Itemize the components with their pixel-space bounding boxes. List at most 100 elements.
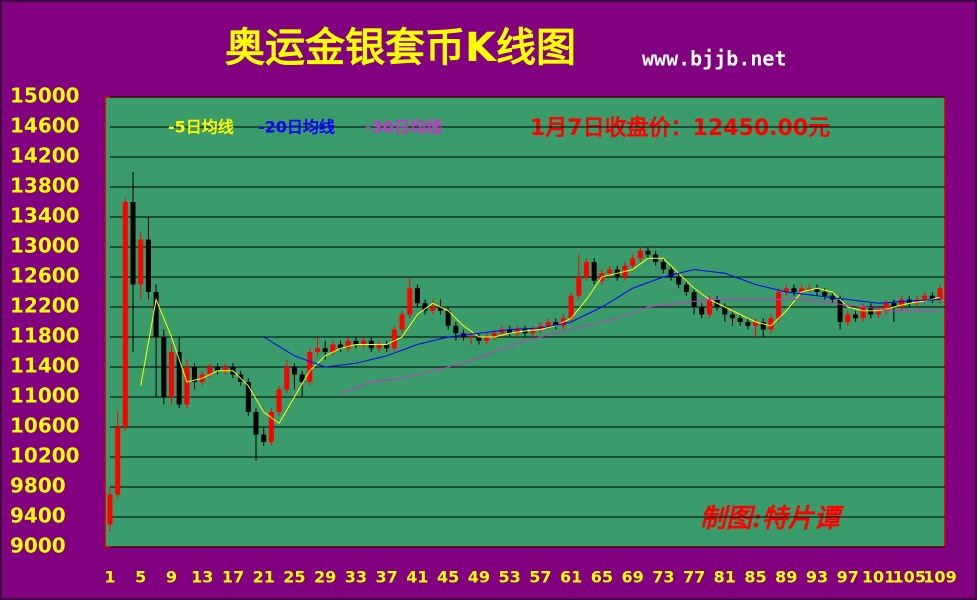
candle-body	[138, 239, 144, 285]
candle-body	[745, 322, 751, 326]
y-tick-label: 11800	[10, 324, 80, 348]
y-tick-label: 12200	[10, 294, 80, 318]
x-tick-label: 65	[591, 568, 613, 587]
candle-body	[430, 307, 436, 311]
candle-body	[276, 389, 282, 412]
candle-body	[814, 288, 820, 292]
x-tick-label: 69	[621, 568, 643, 587]
candle-body	[822, 292, 828, 296]
candle-body	[791, 288, 797, 292]
candle-body	[583, 262, 589, 277]
x-tick-label: 9	[166, 568, 177, 587]
candle-body	[184, 367, 190, 405]
candle-body	[730, 314, 735, 319]
candle-body	[514, 329, 520, 334]
x-tick-label: 17	[222, 568, 244, 587]
legend-label: -20日均线	[258, 118, 335, 137]
candle-body	[699, 307, 705, 315]
candle-body	[683, 284, 689, 292]
candle-body	[591, 262, 597, 281]
candle-body	[876, 310, 882, 315]
x-tick-label: 97	[837, 568, 859, 587]
x-tick-label: 37	[376, 568, 398, 587]
candle-body	[115, 427, 121, 495]
author-annotation: 制图:特片谭	[700, 504, 845, 534]
y-tick-label: 9000	[10, 534, 66, 558]
candle-body	[922, 295, 928, 300]
candle-body	[376, 344, 382, 349]
candle-body	[737, 318, 743, 322]
candle-body	[422, 303, 428, 311]
candle-body	[407, 288, 413, 315]
candle-body	[676, 277, 682, 285]
candle-body	[291, 367, 297, 375]
candle-body	[307, 352, 313, 382]
x-tick-label: 57	[529, 568, 551, 587]
candle-body	[437, 307, 443, 311]
candle-body	[691, 292, 697, 307]
ma-line	[263, 268, 941, 368]
candle-body	[253, 412, 259, 435]
candle-body	[553, 322, 559, 326]
candle-body	[361, 340, 367, 345]
y-tick-label: 13400	[10, 204, 80, 228]
candle-body	[130, 202, 136, 285]
legend-label: -5日均线	[168, 118, 234, 137]
candle-body	[607, 269, 613, 274]
x-tick-label: 73	[652, 568, 674, 587]
candle-body	[322, 348, 328, 352]
candle-body	[476, 337, 482, 341]
candle-body	[299, 374, 305, 382]
x-tick-label: 21	[253, 568, 275, 587]
candle-body	[338, 344, 344, 349]
candle-body	[568, 295, 574, 319]
ma-line	[140, 257, 941, 425]
candle-body	[753, 322, 759, 326]
y-tick-label: 14200	[10, 144, 80, 168]
y-tick-label: 13000	[10, 234, 80, 258]
candle-body	[645, 250, 651, 255]
candle-body	[145, 239, 151, 292]
candle-body	[245, 382, 251, 412]
candle-body	[284, 367, 290, 390]
plot-area	[104, 96, 946, 548]
x-tick-label: 45	[437, 568, 459, 587]
candle-body	[845, 314, 851, 322]
candle-body	[484, 337, 490, 341]
y-tick-label: 11400	[10, 354, 80, 378]
y-tick-label: 13800	[10, 174, 80, 198]
candle-body	[399, 314, 405, 330]
candle-body	[122, 202, 128, 427]
candle-body	[107, 494, 113, 525]
candle-body	[860, 307, 866, 319]
y-tick-label: 15000	[10, 84, 80, 108]
x-tick-label: 33	[345, 568, 367, 587]
candle-body	[706, 299, 712, 315]
candle-body	[783, 288, 789, 292]
chart-title: 奥运金银套币K线图	[225, 25, 576, 71]
candle-body	[852, 314, 858, 319]
candle-body	[668, 269, 674, 277]
candle-body	[215, 367, 221, 371]
ma-line	[340, 299, 940, 394]
candle-body	[507, 329, 513, 334]
candle-body	[722, 307, 728, 315]
candle-body	[899, 299, 905, 307]
close-annotation: 1月7日收盘价：12450.00元	[530, 115, 830, 141]
x-tick-label: 101	[862, 568, 895, 587]
candle-body	[630, 258, 636, 266]
candle-body	[914, 299, 920, 304]
candle-body	[891, 303, 897, 307]
candle-body	[530, 329, 536, 334]
x-tick-label: 5	[135, 568, 146, 587]
candle-body	[760, 322, 766, 330]
candle-body	[937, 288, 943, 300]
x-tick-label: 81	[714, 568, 736, 587]
y-tick-label: 9800	[10, 474, 66, 498]
x-tick-label: 93	[806, 568, 828, 587]
y-tick-label: 14600	[10, 114, 80, 138]
y-tick-label: 10200	[10, 444, 80, 468]
x-tick-label: 25	[283, 568, 305, 587]
